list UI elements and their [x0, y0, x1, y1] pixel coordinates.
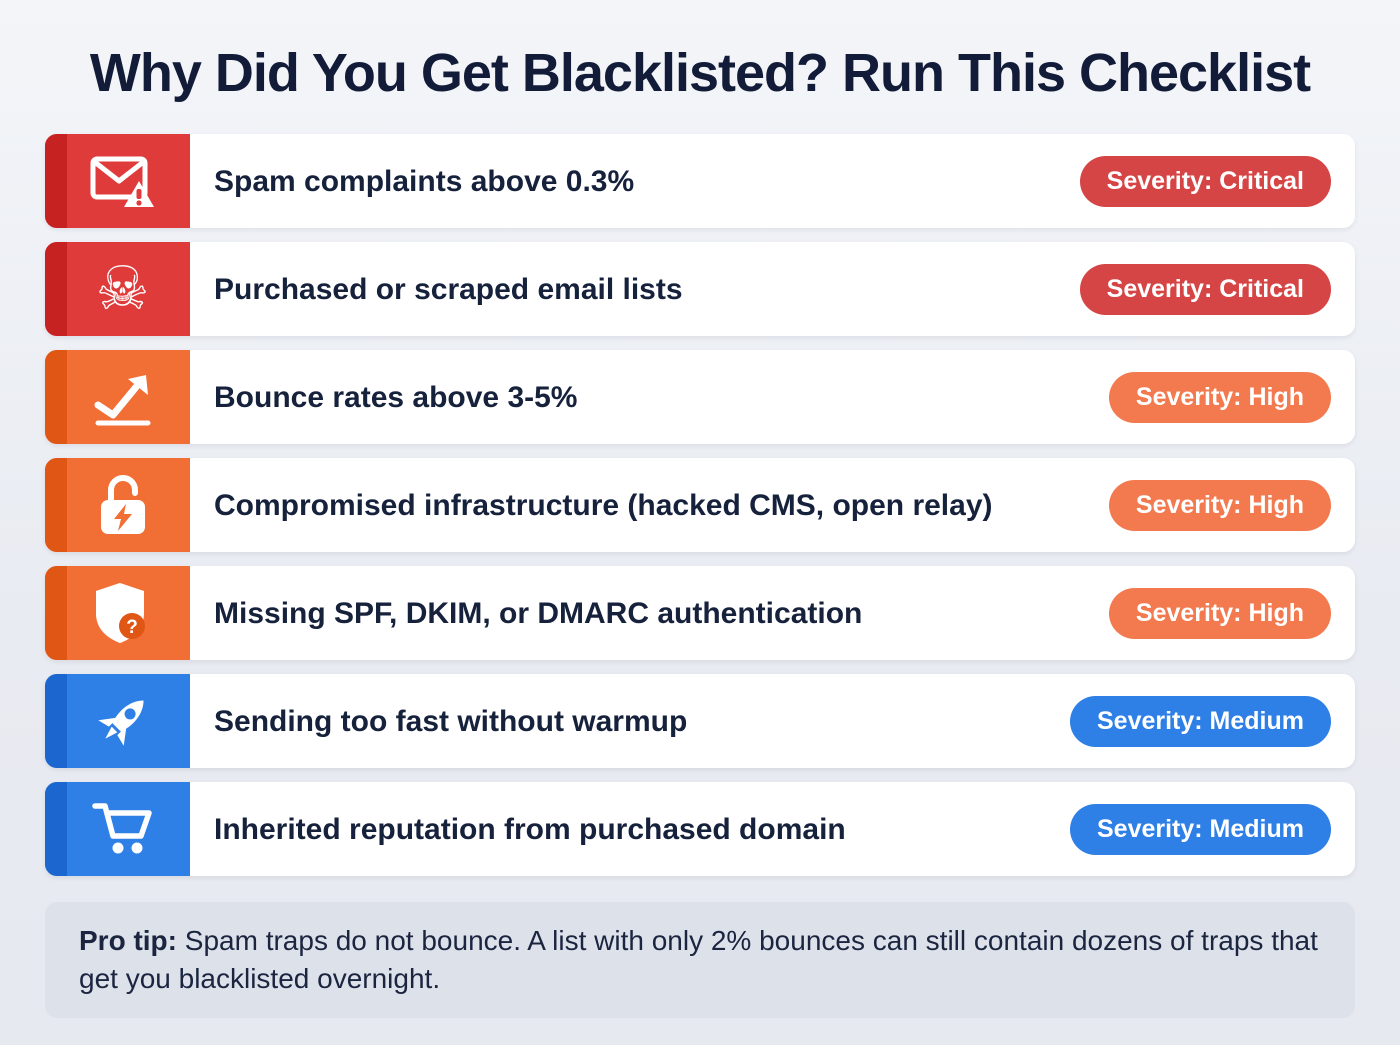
row-label: Missing SPF, DKIM, or DMARC authenticati…: [214, 596, 863, 630]
severity-icon-block: [45, 350, 190, 444]
shopping-cart-icon: [91, 803, 152, 854]
icon-accent-strip: [45, 350, 67, 444]
severity-badge: Severity: High: [1108, 371, 1331, 423]
broken-lock-icon: [100, 475, 145, 534]
checklist-row: Sending too fast without warmup Severity…: [45, 674, 1355, 768]
pro-tip-label: Pro tip:: [79, 925, 177, 956]
bounce-chart-icon: [94, 375, 150, 426]
icon-accent-strip: [45, 674, 67, 768]
icon-accent-strip: [45, 566, 67, 660]
shield-question-icon: ?: [95, 583, 145, 643]
severity-badge: Severity: Medium: [1069, 803, 1331, 855]
checklist-row: ? Missing SPF, DKIM, or DMARC authentica…: [45, 566, 1355, 660]
icon-accent-strip: [45, 242, 67, 336]
severity-badge: Severity: High: [1108, 479, 1331, 531]
page-title: Why Did You Get Blacklisted? Run This Ch…: [89, 43, 1311, 103]
severity-badge: Severity: Critical: [1079, 155, 1331, 207]
severity-badge: Severity: Critical: [1079, 263, 1331, 315]
severity-badge: Severity: High: [1108, 587, 1331, 639]
infographic-page: Why Did You Get Blacklisted? Run This Ch…: [45, 0, 1355, 1018]
row-label: Compromised infrastructure (hacked CMS, …: [214, 488, 993, 522]
checklist-row: Spam complaints above 0.3% Severity: Cri…: [45, 134, 1355, 228]
email-alert-icon: [90, 156, 154, 207]
severity-icon-block: [45, 782, 190, 876]
checklist-row: Inherited reputation from purchased doma…: [45, 782, 1355, 876]
rocket-icon: [97, 700, 144, 746]
pro-tip-text: Spam traps do not bounce. A list with on…: [79, 925, 1318, 994]
row-label: Bounce rates above 3-5%: [214, 380, 578, 414]
icon-accent-strip: [45, 782, 67, 876]
checklist-row: Compromised infrastructure (hacked CMS, …: [45, 458, 1355, 552]
row-label: Spam complaints above 0.3%: [214, 164, 635, 198]
checklist: Spam complaints above 0.3% Severity: Cri…: [45, 134, 1355, 876]
skull-crossbones-icon: ☠: [95, 254, 150, 324]
severity-icon-block: ?: [45, 566, 190, 660]
svg-text:?: ?: [126, 617, 138, 638]
severity-icon-block: [45, 674, 190, 768]
pro-tip-box: Pro tip: Spam traps do not bounce. A lis…: [45, 902, 1355, 1018]
severity-icon-block: [45, 134, 190, 228]
row-label: Purchased or scraped email lists: [214, 272, 683, 306]
row-label: Sending too fast without warmup: [214, 704, 688, 738]
icon-accent-strip: [45, 134, 67, 228]
row-label: Inherited reputation from purchased doma…: [214, 812, 846, 846]
checklist-row: Bounce rates above 3-5% Severity: High: [45, 350, 1355, 444]
icon-accent-strip: [45, 458, 67, 552]
severity-icon-block: ☠: [45, 242, 190, 336]
severity-badge: Severity: Medium: [1069, 695, 1331, 747]
checklist-row: ☠ Purchased or scraped email lists Sever…: [45, 242, 1355, 336]
severity-icon-block: [45, 458, 190, 552]
